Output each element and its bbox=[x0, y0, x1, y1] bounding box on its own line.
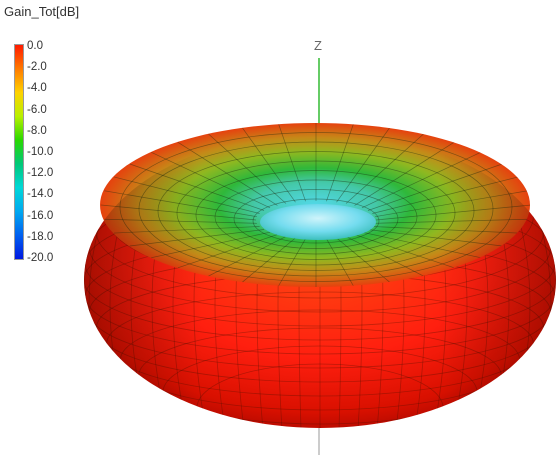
scale-tick-label: -8.0 bbox=[27, 124, 47, 137]
scale-tick-label: -10.0 bbox=[27, 146, 54, 158]
scale-tick-label: -20.0 bbox=[27, 252, 54, 264]
scale-tick-label: -12.0 bbox=[27, 167, 54, 180]
scale-tick-label: 0.0 bbox=[27, 40, 43, 52]
scale-tick-label: -18.0 bbox=[27, 230, 54, 243]
scale-tick-label: -2.0 bbox=[27, 61, 47, 74]
scale-tick-label: -4.0 bbox=[27, 82, 47, 95]
legend-title: Gain_Tot[dB] bbox=[4, 4, 80, 19]
mesh-line bbox=[84, 189, 93, 428]
scale-tick-label: -16.0 bbox=[27, 209, 54, 222]
scale-tick-label: -6.0 bbox=[27, 103, 47, 116]
scale-tick-label: -14.0 bbox=[27, 188, 54, 201]
z-axis-label: Z bbox=[314, 38, 322, 53]
color-scale-bar bbox=[14, 44, 24, 260]
